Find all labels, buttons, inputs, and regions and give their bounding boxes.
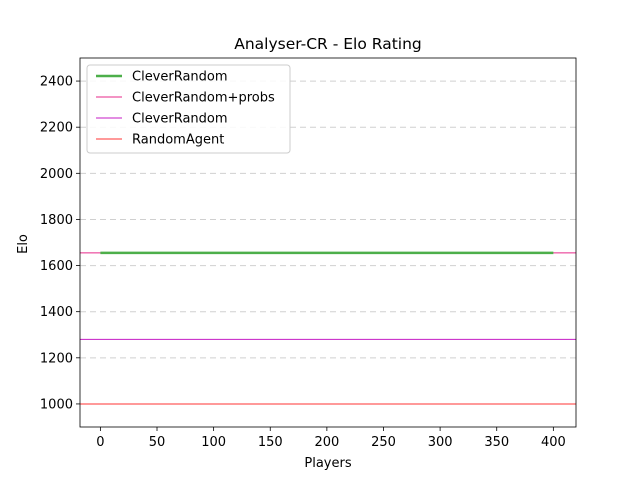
x-tick-label: 100 [201,435,226,450]
x-tick-label: 200 [314,435,339,450]
y-tick-label: 1000 [40,397,73,412]
legend-label: CleverRandom [132,70,228,85]
y-tick-label: 1600 [40,259,73,274]
legend-box [86,64,291,154]
legend-label: CleverRandom [132,112,228,127]
x-tick-label: 0 [96,435,104,450]
series-layer [80,251,576,405]
y-tick-label: 1400 [40,305,73,320]
y-tick-label: 2000 [40,167,73,182]
x-axis-label: Players [304,456,351,471]
y-tick-label: 2200 [40,121,73,136]
y-tick-label: 1800 [40,213,73,228]
y-tick-label: 2400 [40,75,73,90]
y-axis-ticks: 1000 1200 1400 1600 1800 2000 2200 2400 [40,75,80,412]
legend-label: RandomAgent [132,133,224,148]
x-tick-label: 400 [541,435,566,450]
legend-label: CleverRandom+probs [132,91,275,106]
plot-frame [79,57,577,428]
x-axis-ticks: 0 50 100 150 200 250 300 350 400 [96,427,566,450]
x-tick-label: 250 [371,435,396,450]
y-axis-label: Elo [16,234,31,254]
chart-title: Analyser-CR - Elo Rating [234,35,422,53]
x-tick-label: 350 [484,435,509,450]
x-tick-label: 300 [428,435,453,450]
legend: CleverRandom CleverRandom+probs CleverRand… [86,64,291,154]
x-tick-label: 150 [258,435,283,450]
x-tick-label: 50 [149,435,166,450]
y-tick-label: 1200 [40,351,73,366]
